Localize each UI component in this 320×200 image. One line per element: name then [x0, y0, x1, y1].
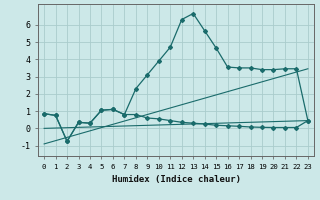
X-axis label: Humidex (Indice chaleur): Humidex (Indice chaleur)	[111, 175, 241, 184]
